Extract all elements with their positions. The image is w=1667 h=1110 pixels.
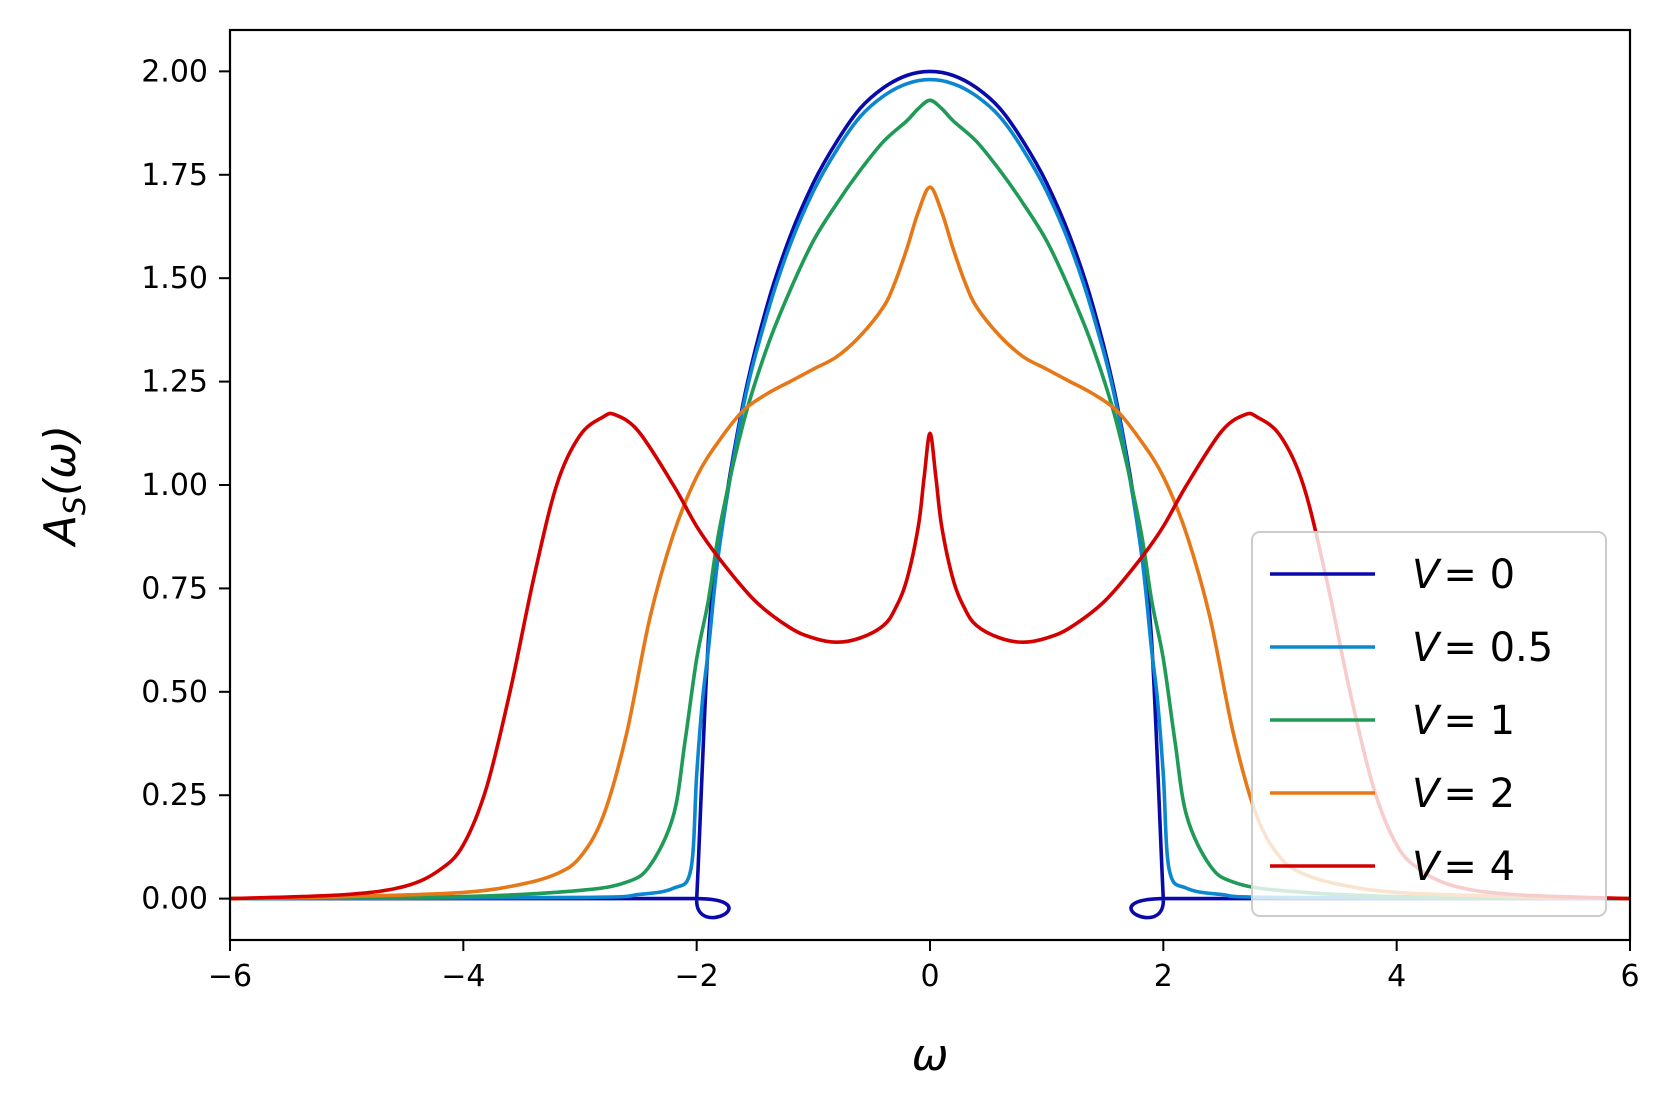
y-ticks: 0.00 0.25 0.50 0.75 1.00 1.25 1.50 1.75 2.00 xyxy=(141,54,230,917)
y-axis-label: AS(ω) xyxy=(35,425,93,548)
x-tick-label: −4 xyxy=(441,959,485,994)
series-line-2 xyxy=(229,98,1631,901)
x-tick-label: 2 xyxy=(1154,959,1173,994)
y-axis-label-sub: S xyxy=(58,496,93,515)
y-tick-label: 2.00 xyxy=(141,54,208,89)
y-tick-label: 1.00 xyxy=(141,468,208,503)
x-tick-label: 6 xyxy=(1620,959,1639,994)
y-tick-label: 1.25 xyxy=(141,365,208,400)
y-axis-label-arg: (ω) xyxy=(35,425,86,496)
series-line-3 xyxy=(229,185,1631,901)
y-axis-label-main: A xyxy=(35,515,86,548)
legend-items: V = 0 V = 0.5 V = 1 V = 2 V = 4 xyxy=(1270,552,1553,890)
x-ticks: −6 −4 −2 0 2 4 6 xyxy=(208,940,1640,994)
y-tick-label: 1.50 xyxy=(141,261,208,296)
legend: V = 0 V = 0.5 V = 1 V = 2 V = 4 xyxy=(1251,531,1607,917)
y-tick-label: 0.25 xyxy=(141,778,208,813)
legend-label-4: V = 4 xyxy=(1412,844,1515,890)
legend-label-0: V = 0 xyxy=(1412,552,1515,598)
x-tick-label: 0 xyxy=(920,959,939,994)
legend-label-1: V = 0.5 xyxy=(1412,625,1553,671)
y-tick-label: 0.50 xyxy=(141,675,208,710)
series-layer xyxy=(229,69,1631,920)
series-line-1 xyxy=(229,77,1631,901)
y-tick-label: 0.00 xyxy=(141,882,208,917)
x-tick-label: −6 xyxy=(208,959,252,994)
legend-box xyxy=(1251,531,1607,917)
series-line-4 xyxy=(229,411,1631,901)
legend-label-2: V = 1 xyxy=(1412,698,1515,744)
y-tick-label: 1.75 xyxy=(141,158,208,193)
x-axis-label: ω xyxy=(912,1030,949,1081)
x-tick-label: −2 xyxy=(675,959,719,994)
y-tick-label: 0.75 xyxy=(141,571,208,606)
legend-label-3: V = 2 xyxy=(1412,771,1515,817)
x-tick-label: 4 xyxy=(1387,959,1406,994)
